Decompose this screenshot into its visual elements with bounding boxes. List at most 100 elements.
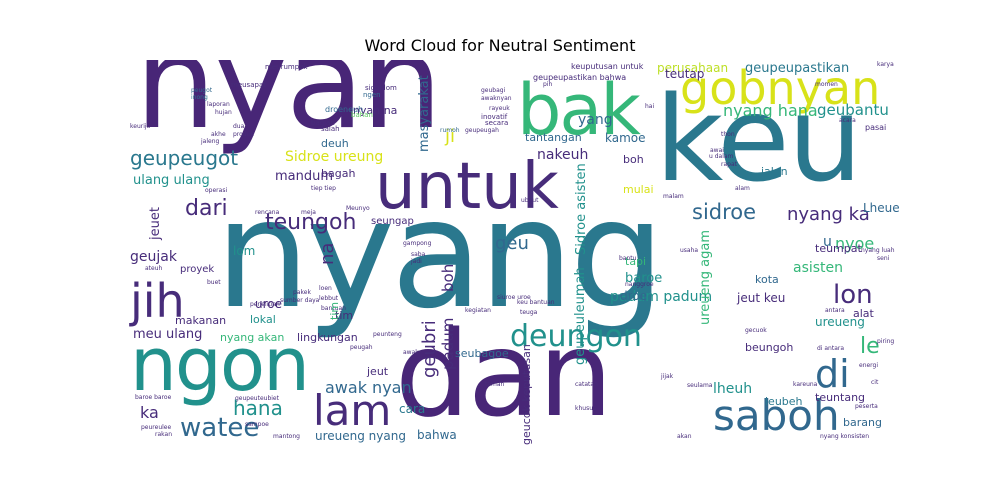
word-meurumpok: meurumpok — [265, 63, 308, 71]
word-keu: keu — [655, 70, 863, 208]
word-deuh: deuh — [321, 137, 349, 150]
word-u-dalam: u dalam — [709, 153, 734, 160]
word-nanggroe: nanggroe — [625, 281, 654, 288]
word-bahan: bahan — [351, 111, 373, 119]
word-seni: seni — [877, 255, 890, 262]
word-rumoh: rumoh — [440, 127, 460, 134]
word-lingkungan: lingkungan — [297, 331, 358, 344]
word-meja: meja — [301, 209, 316, 216]
word-pasai: pasai — [865, 123, 887, 132]
word-peugah: peugah — [350, 344, 373, 351]
word-jadi: jadi — [411, 258, 422, 265]
word-rapat: rapat — [721, 161, 737, 168]
word-pakek: pakek — [293, 289, 311, 296]
word-lebbut: lebbut — [319, 295, 339, 302]
word-teuntang: teuntang — [815, 391, 866, 404]
word-catatan: catatan — [575, 381, 598, 388]
word-di: di — [815, 352, 850, 396]
word-geujak: geujak — [130, 249, 177, 265]
word-mandum: mandum — [275, 169, 334, 184]
word-nyan: nyan — [135, 60, 442, 158]
word-lheueh-cap: Lheueh — [863, 201, 900, 215]
word-gampong: gampong — [403, 240, 432, 247]
word-leubeh: leubeh — [765, 395, 803, 408]
word-meusapat: meusapat — [231, 81, 266, 89]
chart-title: Word Cloud for Neutral Sentiment — [364, 36, 636, 55]
word-boh-v: boh — [439, 263, 457, 292]
word-tapi: tapi — [625, 255, 647, 268]
word-sidroe-asisten: Sidroe asisten — [574, 163, 589, 255]
word-yang: yang — [578, 112, 613, 128]
word-meunyo: Meunyo — [346, 205, 370, 212]
word-asisten: asisten — [793, 260, 844, 276]
word-bagian: bagian — [311, 119, 335, 127]
word-taman: taman — [485, 381, 505, 388]
word-loen: loen — [319, 285, 332, 292]
word-sidroe: sidroe — [692, 200, 757, 224]
word-peugot: peugot — [191, 87, 213, 94]
word-geupeugot: geupeugot — [130, 146, 239, 170]
word-produk: produk — [233, 131, 254, 138]
word-u: u — [823, 234, 832, 250]
word-barang: barang — [843, 416, 882, 429]
word-bantuan: bantuan — [321, 305, 346, 312]
word-tantangan: tantangan — [525, 131, 582, 144]
word-seubagoe: seubagoe — [455, 347, 509, 360]
word-salah: salah — [321, 125, 340, 133]
word-gobnyan: gobnyan — [680, 61, 881, 115]
word-lam: lam — [313, 386, 392, 435]
word-awaknyan: awaknyan — [481, 95, 512, 102]
word-kegiatan: kegiatan — [465, 307, 491, 314]
word-ureueng-agam: ureueng agam — [698, 229, 713, 325]
word-keu-bantuan: keu bantuan — [517, 299, 555, 306]
word-tiep-tiep: tiep tiep — [311, 185, 336, 192]
word-lokal: lokal — [250, 313, 276, 326]
word-gecuok: gecuok — [745, 327, 767, 334]
word-saboh: saboh — [713, 391, 840, 440]
word-pih: pih — [543, 81, 553, 88]
word-dua: dua — [233, 123, 245, 130]
word-ngen: ngen — [363, 91, 381, 99]
word-geubagi: geubagi — [481, 87, 506, 94]
word-inong: inong — [191, 94, 208, 101]
word-geupeuleumah: geupeuleumah — [573, 267, 588, 365]
word-geupeupastikan-bahwa: geupeupastikan bahwa — [533, 73, 627, 82]
word-nyang-luah: nyang luah — [861, 247, 895, 254]
word-sigohlom: sigohlom — [365, 84, 397, 92]
word-ureueng: ureueng — [815, 315, 865, 329]
word-jih: jih — [130, 274, 185, 328]
word-untuk: untuk — [375, 150, 559, 224]
word-sumber-daya: sumber daya — [280, 297, 320, 304]
word-ubeut: ubeut — [521, 197, 539, 204]
word-bagah: bagah — [321, 167, 356, 180]
word-nyan-na: nyan na — [353, 104, 398, 117]
word-cara: cara — [399, 402, 426, 416]
word-bak: bak — [517, 69, 641, 151]
word-nyang-akan: nyang akan — [220, 331, 285, 344]
word-ateuh: ateuh — [145, 265, 163, 272]
word-peunteng: peunteng — [373, 331, 402, 338]
word-keuputusan-untuk: keuputusan untuk — [571, 62, 644, 71]
word-geupeugah: geupeugah — [465, 127, 499, 134]
word-na: na — [317, 242, 338, 265]
word-jalan: jalan — [761, 165, 788, 178]
word-akhe: akhe — [211, 131, 226, 138]
word-akan: akan — [677, 433, 692, 440]
word-uroe: uroe — [255, 297, 282, 311]
word-kota: kota — [755, 273, 779, 286]
word-ngon: ngon — [130, 322, 310, 408]
word-seungap: seungap — [371, 216, 414, 227]
word-secara: secara — [485, 119, 509, 127]
word-peserta: peserta — [855, 403, 878, 410]
word-ureueng-nyang: ureueng nyang — [315, 429, 406, 443]
word-energi: energi — [859, 362, 879, 369]
word-le: le — [860, 334, 880, 359]
word-nyang-hana: nyang hana — [723, 101, 818, 120]
word-sidroe-ureung: Sidroe ureung — [285, 149, 384, 165]
word-alat: alat — [853, 307, 874, 320]
word-geucok-keputusan: geucok keputusan — [520, 344, 533, 445]
word-teumpat: teumpat — [815, 242, 862, 255]
word-penelitian: penelitian — [250, 301, 280, 308]
word-baroe-baroe: baroe baroe — [135, 394, 172, 401]
word-jijak: jijak — [661, 373, 674, 380]
